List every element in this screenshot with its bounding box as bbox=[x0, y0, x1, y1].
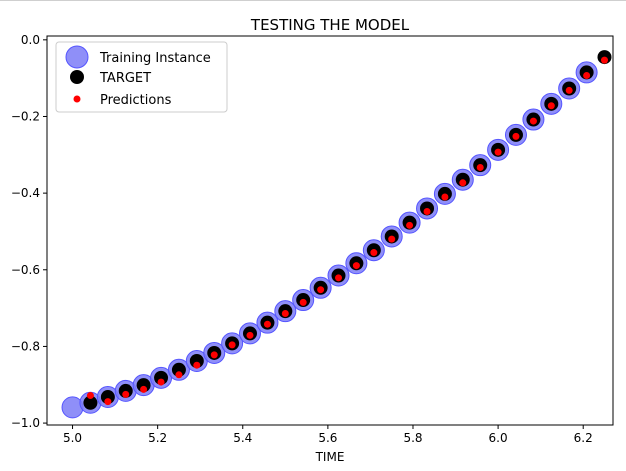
window-top-border bbox=[0, 0, 626, 1]
prediction-point bbox=[600, 56, 608, 64]
prediction-point bbox=[317, 286, 325, 294]
prediction-point bbox=[388, 235, 396, 243]
y-tick-label: −0.6 bbox=[11, 263, 40, 277]
prediction-point bbox=[459, 179, 467, 187]
prediction-point bbox=[335, 274, 343, 282]
prediction-point bbox=[512, 132, 520, 140]
y-tick-label: −1.0 bbox=[11, 416, 40, 430]
prediction-point bbox=[370, 249, 378, 257]
prediction-point bbox=[263, 320, 271, 328]
x-tick-label: 6.0 bbox=[489, 431, 508, 445]
target-point bbox=[136, 378, 151, 393]
x-tick-label: 6.2 bbox=[574, 431, 593, 445]
prediction-point bbox=[140, 385, 148, 393]
target-point bbox=[189, 354, 204, 368]
prediction-point bbox=[476, 163, 484, 171]
prediction-point bbox=[352, 262, 360, 270]
prediction-point bbox=[246, 331, 254, 339]
prediction-point bbox=[281, 309, 289, 317]
prediction-point bbox=[299, 298, 307, 306]
y-tick-label: 0.0 bbox=[21, 33, 40, 47]
legend-label-predictions: Predictions bbox=[100, 93, 172, 108]
series-target bbox=[83, 50, 612, 410]
legend-marker-training-instance bbox=[65, 45, 89, 69]
target-point bbox=[154, 370, 169, 385]
prediction-point bbox=[228, 341, 236, 349]
y-tick-label: −0.8 bbox=[11, 339, 40, 353]
plot-area bbox=[61, 50, 612, 419]
prediction-point bbox=[193, 361, 201, 369]
legend: Training Instance TARGET Predictions bbox=[55, 41, 228, 113]
chart-title: TESTING THE MODEL bbox=[250, 16, 410, 34]
x-tick-label: 5.0 bbox=[63, 431, 82, 445]
target-point bbox=[100, 390, 115, 405]
axis-ticks: 5.0 5.2 5.4 5.6 5.8 6.0 6.2 0.0 −0.2 −0.4 −0.6 −0.8… bbox=[11, 33, 593, 445]
prediction-point bbox=[529, 117, 537, 125]
legend-label-training-instance: Training Instance bbox=[99, 51, 211, 66]
prediction-point bbox=[423, 208, 431, 216]
prediction-point bbox=[210, 351, 218, 359]
prediction-point bbox=[494, 148, 502, 156]
prediction-point bbox=[104, 398, 112, 406]
prediction-point bbox=[175, 371, 183, 379]
x-tick-label: 5.8 bbox=[403, 431, 422, 445]
x-tick-label: 5.2 bbox=[148, 431, 167, 445]
legend-marker-predictions bbox=[73, 95, 81, 103]
prediction-point bbox=[547, 102, 555, 110]
target-point bbox=[83, 395, 98, 410]
prediction-point bbox=[122, 390, 130, 398]
prediction-point bbox=[157, 378, 165, 386]
prediction-point bbox=[406, 221, 414, 229]
legend-label-target: TARGET bbox=[99, 71, 151, 86]
x-axis-label: TIME bbox=[315, 450, 345, 464]
prediction-point bbox=[86, 391, 94, 399]
axes-frame bbox=[46, 35, 614, 426]
y-tick-label: −0.2 bbox=[11, 109, 40, 123]
legend-marker-target bbox=[70, 70, 84, 84]
series-prediction bbox=[86, 56, 608, 406]
series-training-instance bbox=[61, 61, 598, 419]
prediction-point bbox=[583, 71, 591, 79]
x-tick-label: 5.4 bbox=[233, 431, 252, 445]
y-tick-label: −0.4 bbox=[11, 186, 40, 200]
legend-box bbox=[55, 41, 228, 113]
prediction-point bbox=[565, 86, 573, 94]
target-point bbox=[171, 362, 186, 377]
x-tick-label: 5.6 bbox=[318, 431, 337, 445]
prediction-point bbox=[441, 193, 449, 201]
